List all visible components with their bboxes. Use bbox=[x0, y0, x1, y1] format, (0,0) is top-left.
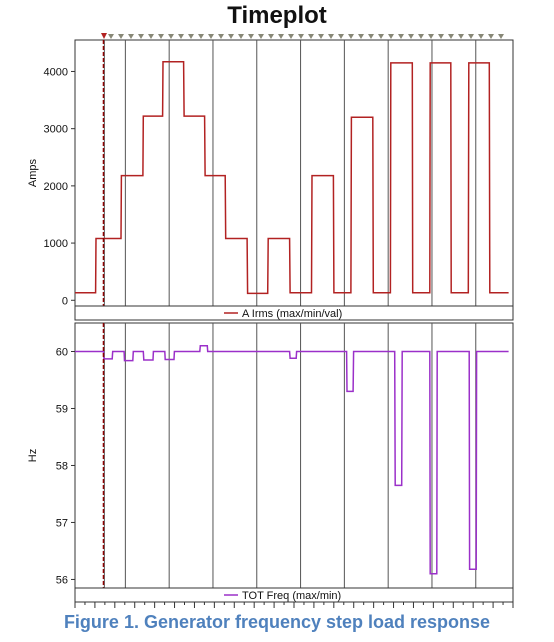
amps-panel: 0 1000 2000 3000 4000 Amps A Irms (max/min/val… bbox=[27, 39, 514, 321]
event-marker bbox=[258, 34, 264, 39]
event-marker bbox=[488, 34, 494, 39]
y-tick-label: 58 bbox=[56, 460, 68, 472]
event-marker bbox=[188, 34, 194, 39]
event-marker bbox=[418, 34, 424, 39]
event-marker bbox=[128, 34, 134, 39]
event-marker bbox=[468, 34, 474, 39]
y-tick-label: 3000 bbox=[44, 124, 68, 136]
event-marker bbox=[198, 34, 204, 39]
event-marker-strip bbox=[101, 33, 504, 39]
event-marker bbox=[318, 34, 324, 39]
frequency-panel: 56 57 58 59 60 Hz TOT Freq (max/min) bbox=[27, 322, 514, 603]
event-marker bbox=[298, 34, 304, 39]
y-tick-label: 59 bbox=[56, 403, 68, 415]
event-marker bbox=[101, 33, 107, 39]
event-marker bbox=[328, 34, 334, 39]
event-marker bbox=[338, 34, 344, 39]
plot-frame bbox=[74, 39, 514, 307]
event-marker bbox=[278, 34, 284, 39]
y-axis-title: Hz bbox=[27, 449, 39, 462]
event-marker bbox=[388, 34, 394, 39]
event-marker bbox=[118, 34, 124, 39]
event-marker bbox=[168, 34, 174, 39]
event-marker bbox=[368, 34, 374, 39]
y-tick-label: 0 bbox=[62, 295, 68, 307]
event-marker bbox=[158, 34, 164, 39]
y-tick-label: 1000 bbox=[44, 238, 68, 250]
event-marker bbox=[448, 34, 454, 39]
y-tick-label: 56 bbox=[56, 574, 68, 586]
series-line bbox=[75, 60, 509, 295]
event-marker bbox=[208, 34, 214, 39]
legend-label: A Irms (max/min/val) bbox=[242, 308, 342, 320]
event-marker bbox=[238, 34, 244, 39]
event-marker bbox=[458, 34, 464, 39]
event-marker bbox=[398, 34, 404, 39]
event-marker bbox=[148, 34, 154, 39]
event-marker bbox=[288, 34, 294, 39]
series-line bbox=[75, 345, 509, 575]
event-marker bbox=[358, 34, 364, 39]
event-marker bbox=[108, 34, 114, 39]
y-tick-label: 4000 bbox=[44, 66, 68, 78]
event-marker bbox=[478, 34, 484, 39]
figure-caption: Figure 1. Generator frequency step load … bbox=[63, 612, 491, 632]
y-axis-title: Amps bbox=[27, 158, 39, 187]
event-marker bbox=[378, 34, 384, 39]
y-tick-label: 60 bbox=[56, 346, 68, 358]
event-marker bbox=[228, 34, 234, 39]
event-marker bbox=[268, 34, 274, 39]
event-marker bbox=[308, 34, 314, 39]
legend-label: TOT Freq (max/min) bbox=[242, 590, 341, 602]
plot-frame bbox=[74, 322, 514, 589]
event-marker bbox=[438, 34, 444, 39]
event-marker bbox=[428, 34, 434, 39]
y-tick-label: 2000 bbox=[44, 181, 68, 193]
event-marker bbox=[138, 34, 144, 39]
event-marker bbox=[498, 34, 504, 39]
event-marker bbox=[248, 34, 254, 39]
legend-box bbox=[74, 305, 514, 321]
event-marker bbox=[348, 34, 354, 39]
event-marker bbox=[218, 34, 224, 39]
event-marker bbox=[408, 34, 414, 39]
chart-title: Timeplot bbox=[227, 2, 327, 29]
y-tick-label: 57 bbox=[56, 517, 68, 529]
x-axis-ticks bbox=[74, 602, 514, 608]
event-marker bbox=[178, 34, 184, 39]
